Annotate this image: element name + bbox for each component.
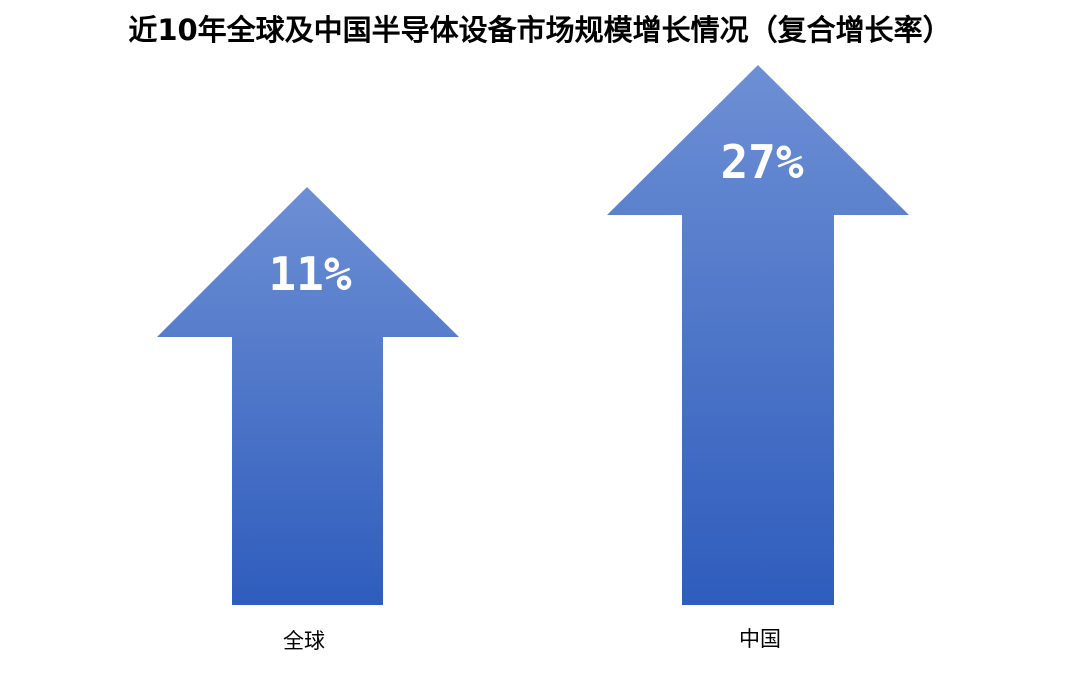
arrow-china: 27% 中国 <box>607 65 909 651</box>
title: 近10年全球及中国半导体设备市场规模增长情况（复合增长率） <box>128 13 951 47</box>
category-label: 中国 <box>739 627 781 651</box>
rate-label: 27% <box>720 135 803 189</box>
category-label: 全球 <box>283 629 325 653</box>
arrow <box>607 65 909 605</box>
rate-label: 11% <box>268 247 351 301</box>
arrow-global: 11% 全球 <box>157 187 459 653</box>
arrow <box>157 187 459 605</box>
